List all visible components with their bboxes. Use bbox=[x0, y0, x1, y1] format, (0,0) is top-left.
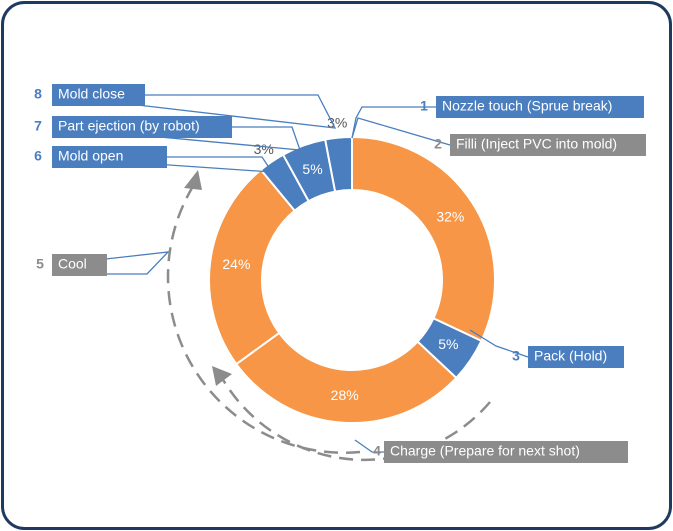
label-text: Filli (Inject PVC into mold) bbox=[456, 136, 617, 152]
label-box bbox=[436, 96, 644, 118]
value-label: 5% bbox=[302, 161, 322, 177]
leader-line bbox=[351, 106, 436, 139]
leader-line bbox=[51, 251, 170, 275]
leader-line bbox=[51, 126, 301, 151]
value-label: 32% bbox=[436, 208, 464, 224]
value-label: 3% bbox=[327, 114, 347, 130]
label-number: 4 bbox=[373, 443, 381, 459]
arrow-head bbox=[212, 366, 232, 386]
label-box bbox=[528, 346, 624, 368]
label-text: Cool bbox=[58, 256, 87, 272]
label-box bbox=[52, 146, 167, 168]
label-number: 3 bbox=[512, 348, 520, 364]
label-text: Part ejection (by robot) bbox=[58, 118, 200, 134]
label-box bbox=[450, 134, 646, 156]
label-number: 1 bbox=[420, 98, 428, 114]
slice bbox=[351, 135, 496, 343]
label-text: Charge (Prepare for next shot) bbox=[390, 443, 580, 459]
label-number: 8 bbox=[34, 86, 42, 102]
label-box bbox=[52, 254, 107, 276]
label-box bbox=[384, 441, 628, 463]
leader-line bbox=[51, 94, 337, 129]
label-number: 6 bbox=[34, 148, 42, 164]
label-box bbox=[52, 84, 145, 106]
leader-line bbox=[354, 439, 384, 453]
charge-arrow bbox=[220, 377, 491, 462]
label-number: 7 bbox=[34, 118, 42, 134]
label-number: 5 bbox=[36, 256, 44, 272]
value-label: 5% bbox=[438, 336, 458, 352]
arrow-head bbox=[184, 170, 202, 190]
label-text: Mold close bbox=[58, 86, 125, 102]
label-text: Pack (Hold) bbox=[534, 348, 607, 364]
value-label: 24% bbox=[222, 256, 250, 272]
slice bbox=[324, 135, 353, 193]
label-number: 2 bbox=[434, 136, 442, 152]
label-text: Mold open bbox=[58, 148, 123, 164]
leader-line bbox=[351, 117, 451, 146]
value-label: 28% bbox=[331, 387, 359, 403]
leader-line bbox=[469, 329, 529, 358]
value-label: 3% bbox=[254, 141, 274, 157]
slice bbox=[234, 331, 458, 424]
label-box bbox=[52, 116, 232, 138]
label-text: Nozzle touch (Sprue break) bbox=[442, 98, 612, 114]
